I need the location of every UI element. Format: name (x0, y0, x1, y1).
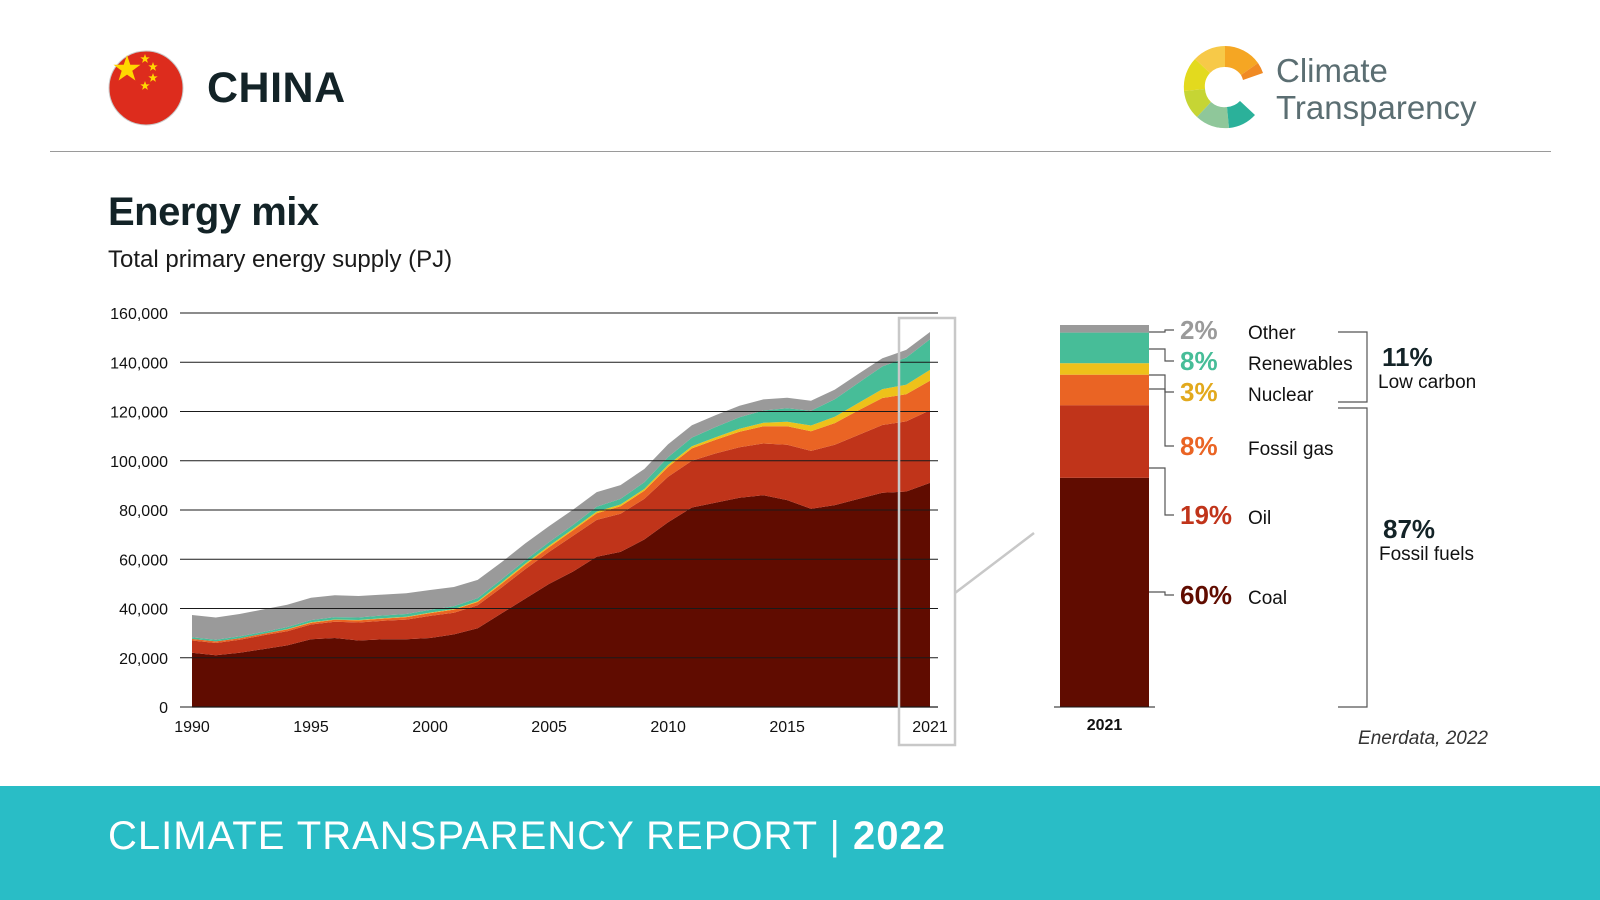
bar-pct-fossil-gas: 8% (1180, 431, 1218, 461)
header-divider (50, 151, 1551, 152)
bar-pct-other: 2% (1180, 315, 1218, 345)
bar-leader-line (1149, 591, 1174, 596)
y-tick-label: 140,000 (110, 355, 168, 372)
bar-segment-other (1060, 325, 1149, 333)
x-tick-label: 1990 (174, 719, 210, 736)
y-tick-label: 100,000 (110, 454, 168, 471)
bar-pct-renewables: 8% (1180, 346, 1218, 376)
chart-title: Total primary energy supply (PJ) (108, 246, 453, 273)
connector-line (954, 532, 1035, 594)
group-bracket (1338, 331, 1368, 403)
bar-segment-coal (1060, 477, 1149, 707)
section-title: Energy mix (108, 190, 319, 234)
bar-pct-coal: 60% (1180, 580, 1232, 610)
x-tick-label: 1995 (293, 719, 329, 736)
bar-leader-line (1149, 329, 1174, 333)
bar-segment-nuclear (1060, 363, 1149, 375)
bar-leader-line (1149, 348, 1174, 362)
bar-leader-line (1149, 374, 1174, 393)
bar-leader-line (1149, 467, 1174, 516)
group-label-low-carbon: Low carbon (1378, 372, 1476, 393)
y-tick-label: 40,000 (119, 602, 168, 619)
x-tick-label: 2005 (531, 719, 567, 736)
bar-segment-fossil-gas (1060, 374, 1149, 406)
footer-band (0, 786, 1600, 900)
group-label-fossil-fuels: Fossil fuels (1379, 544, 1474, 565)
brand-name-line2: Transparency (1276, 89, 1477, 126)
bar-label-renewables: Renewables (1248, 354, 1353, 375)
area-series-oil (192, 410, 930, 656)
x-tick-label: 2000 (412, 719, 448, 736)
china-flag-icon (108, 50, 184, 126)
bar-segment-renewables (1060, 332, 1149, 364)
bar-category-label: 2021 (1087, 717, 1123, 734)
bar-label-nuclear: Nuclear (1248, 385, 1314, 406)
y-tick-label: 60,000 (119, 552, 168, 569)
x-tick-label: 2021 (912, 719, 948, 736)
source-note: Enerdata, 2022 (1358, 728, 1488, 749)
group-pct-low-carbon: 11% (1382, 342, 1433, 372)
highlight-box-2021 (897, 316, 957, 747)
x-tick-label: 2015 (769, 719, 805, 736)
footer-report-label: CLIMATE TRANSPARENCY REPORT | (108, 814, 853, 858)
group-bracket (1338, 407, 1368, 708)
group-pct-fossil-fuels: 87% (1383, 514, 1435, 544)
country-name: CHINA (207, 64, 346, 112)
bar-label-fossil-gas: Fossil gas (1248, 439, 1334, 460)
bar-label-other: Other (1248, 323, 1296, 344)
y-tick-label: 80,000 (119, 503, 168, 520)
area-chart: 0 20,000 40,000 60,000 80,000 100,000 120,000 1… (110, 306, 1035, 747)
y-tick-label: 120,000 (110, 405, 168, 422)
y-tick-label: 0 (159, 700, 168, 717)
footer-year: 2022 (853, 814, 946, 858)
bar-leader-line (1149, 388, 1174, 447)
bar-chart-2021: 2021 60% Coal 19% Oil 8% Fossil gas 3% Nuclear 8%… (1054, 315, 1476, 734)
area-series-coal (192, 482, 930, 707)
brand-name-line1: Climate (1276, 52, 1388, 89)
y-tick-label: 160,000 (110, 306, 168, 323)
x-tick-label: 2010 (650, 719, 686, 736)
climate-transparency-logo-icon (1183, 45, 1263, 129)
bar-label-coal: Coal (1248, 588, 1287, 609)
bar-label-oil: Oil (1248, 508, 1271, 529)
area-series-other (192, 332, 930, 640)
footer-title: CLIMATE TRANSPARENCY REPORT | 2022 (108, 814, 946, 859)
y-tick-label: 20,000 (119, 651, 168, 668)
brand-name: Climate Transparency (1276, 52, 1477, 126)
bar-segment-oil (1060, 405, 1149, 478)
bar-pct-nuclear: 3% (1180, 377, 1218, 407)
energy-mix-chart: 0 20,000 40,000 60,000 80,000 100,000 120,000 1… (110, 306, 1476, 747)
bar-pct-oil: 19% (1180, 500, 1232, 530)
